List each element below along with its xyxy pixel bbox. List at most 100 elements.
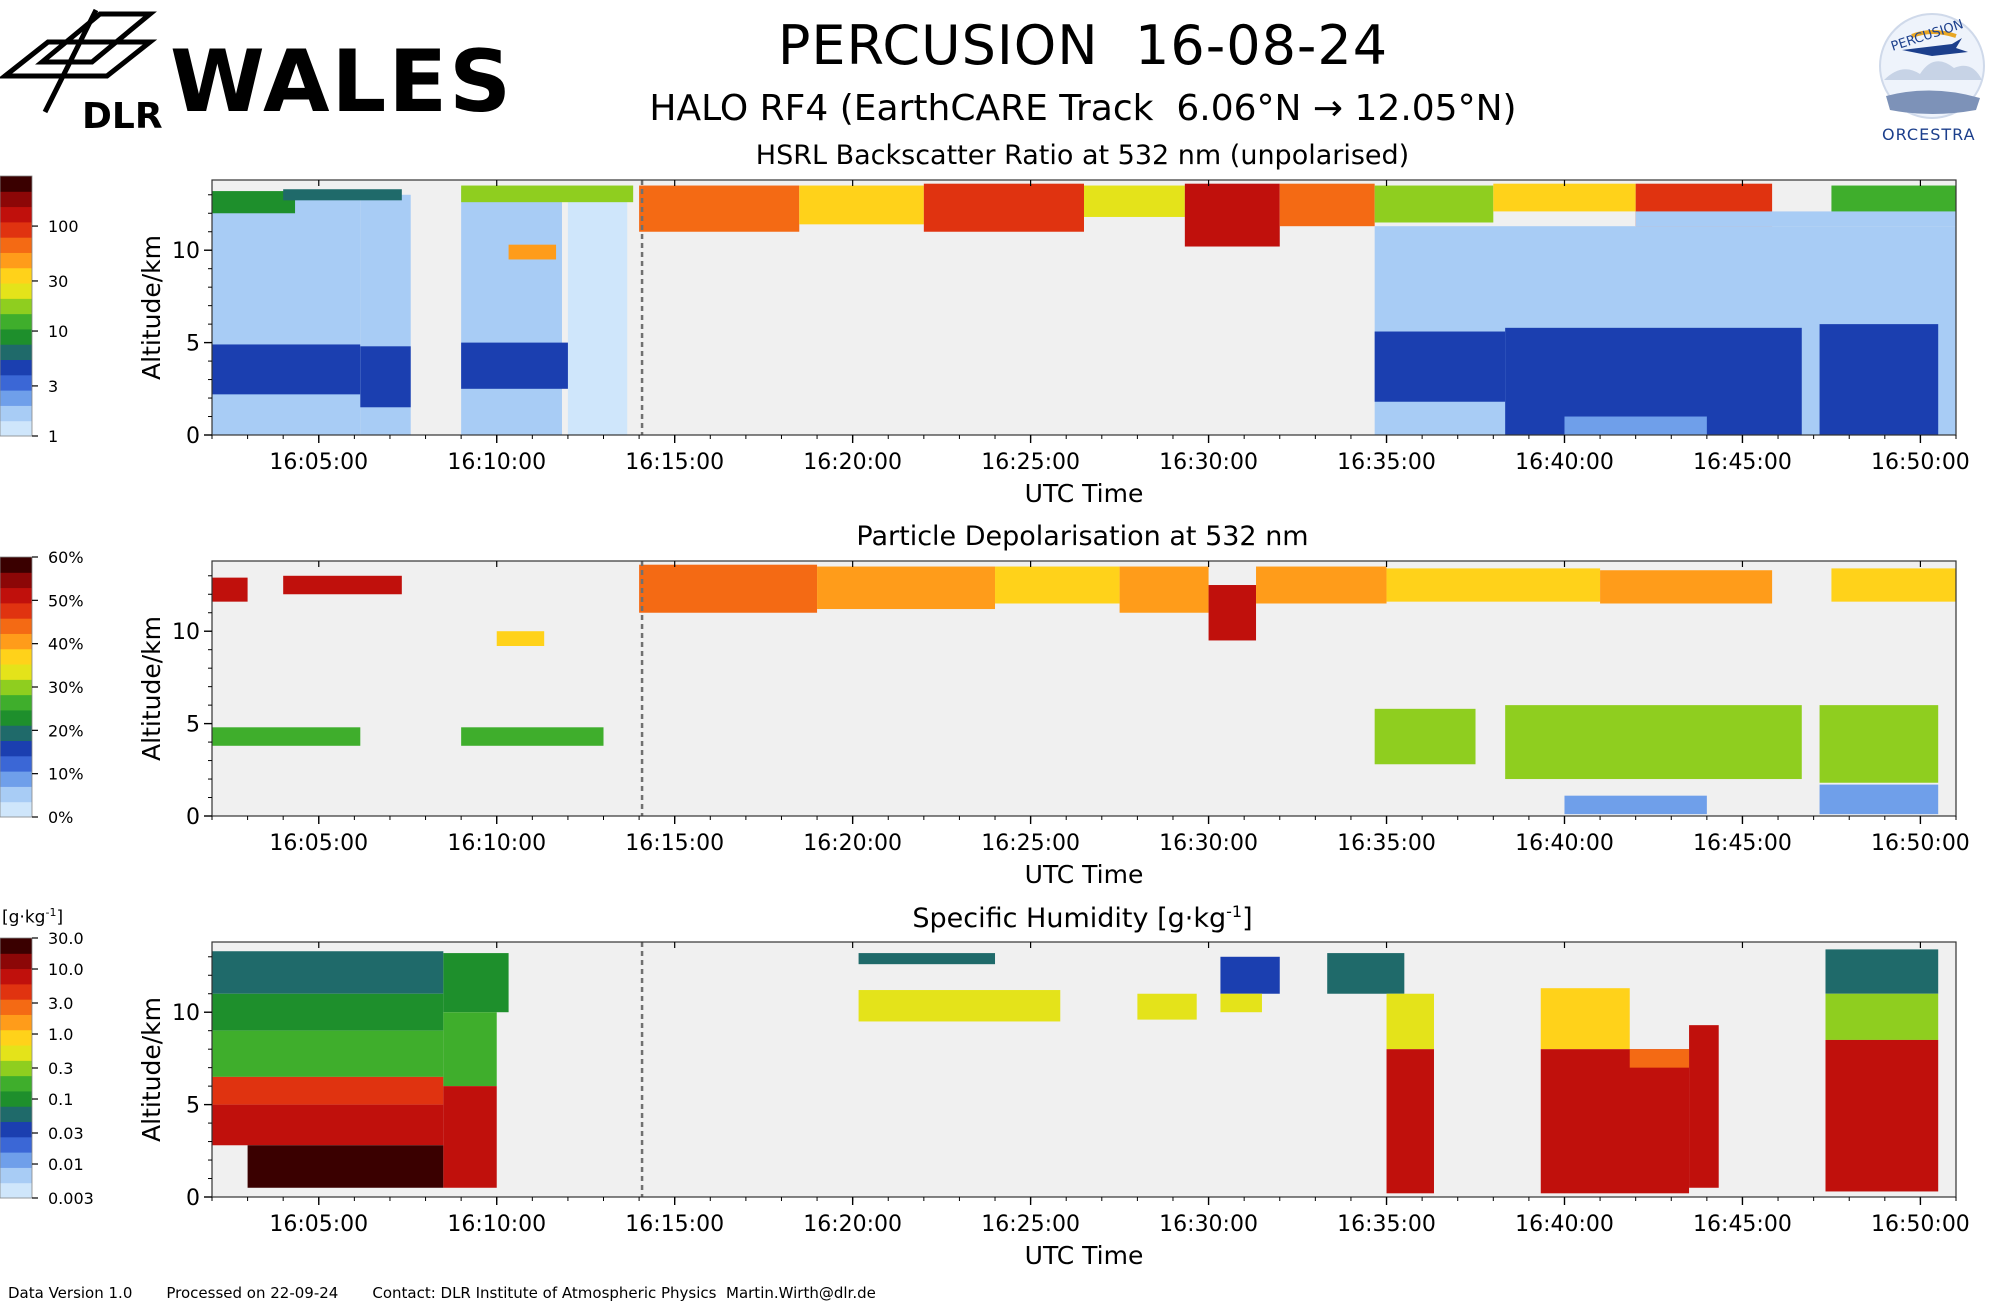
- colorbar-segment: [0, 968, 32, 985]
- page-title: PERCUSION 16-08-24: [777, 14, 1389, 77]
- colorbar-segment: [0, 283, 32, 299]
- colorbar-tick-label: 30%: [48, 678, 84, 697]
- x-tick-label: 16:50:00: [1871, 1212, 1970, 1237]
- colorbar-segment: [0, 405, 32, 422]
- data-cell: [1825, 1039, 1939, 1192]
- data-cell: [799, 185, 924, 225]
- data-cell: [1819, 705, 1939, 783]
- y-axis-label: Altitude/km: [137, 616, 166, 761]
- colorbar-tick-label: 10.0: [48, 960, 84, 979]
- colorbar-segment: [0, 359, 32, 376]
- x-tick-label: 16:05:00: [269, 831, 368, 856]
- x-tick-label: 16:40:00: [1515, 1212, 1614, 1237]
- y-tick-label: 10: [172, 620, 200, 645]
- footer: Data Version 1.0 Processed on 22-09-24 Con…: [8, 1284, 910, 1302]
- data-cell: [1184, 183, 1280, 247]
- colorbar-segment: [0, 1106, 32, 1123]
- colorbar-segment: [0, 221, 32, 238]
- x-tick-label: 16:10:00: [447, 1212, 546, 1237]
- colorbar-tick-label: 30: [48, 272, 68, 291]
- humidity-unit-text: [g·kg: [2, 907, 46, 928]
- data-cell: [212, 1076, 444, 1105]
- colorbar-segment: [0, 1075, 32, 1092]
- x-tick-label: 16:40:00: [1515, 450, 1614, 475]
- colorbar-tick-label: 1.0: [48, 1025, 73, 1044]
- data-cell: [1256, 566, 1387, 604]
- data-cell: [858, 953, 996, 965]
- data-cell: [1819, 324, 1939, 435]
- colorbar-segment: [0, 786, 32, 803]
- humidity-title-suffix: ]: [1242, 903, 1253, 934]
- data-cell: [639, 564, 818, 613]
- data-cell: [1119, 566, 1209, 613]
- data-cell: [360, 346, 411, 408]
- data-cell: [1819, 784, 1939, 815]
- depolarisation-panel: 16:05:00 16:10:00 16:15:00 16:20:00 16:25:00…: [0, 551, 1970, 889]
- colorbar-segment: [0, 602, 32, 619]
- page-subtitle: HALO RF4 (EarthCARE Track 6.06°N → 12.05…: [649, 88, 1517, 129]
- data-cell: [1386, 568, 1601, 602]
- colorbar-segment: [0, 1045, 32, 1061]
- data-cell: [1564, 416, 1707, 435]
- y-tick-label: 5: [186, 1094, 200, 1119]
- data-cell: [461, 185, 634, 203]
- x-tick-label: 16:15:00: [625, 831, 724, 856]
- footer-contact: Contact: DLR Institute of Atmospheric Ph…: [372, 1284, 876, 1302]
- colorbar-segment: [0, 755, 32, 772]
- x-tick-label: 16:35:00: [1337, 831, 1436, 856]
- colorbar-segment: [0, 1121, 32, 1138]
- data-cell: [443, 953, 509, 1013]
- x-tick-label: 16:50:00: [1871, 450, 1970, 475]
- y-axis-label: Altitude/km: [137, 997, 166, 1142]
- plot-frame: [211, 941, 1957, 1198]
- colorbar-segment: [0, 938, 32, 954]
- data-cell: [1279, 183, 1375, 227]
- wales-logo-text: WALES: [170, 32, 514, 132]
- x-tick-label: 16:25:00: [981, 831, 1080, 856]
- colorbar-segment: [0, 587, 32, 604]
- data-cell: [247, 1145, 444, 1188]
- data-cell: [496, 631, 545, 646]
- data-cell: [1137, 993, 1197, 1020]
- colorbar-tick-label: 30.0: [48, 932, 84, 948]
- data-cell: [212, 344, 361, 395]
- data-cell: [212, 727, 361, 746]
- colorbar-tick-label: 0.1: [48, 1090, 73, 1109]
- x-tick-label: 16:40:00: [1515, 831, 1614, 856]
- data-cell: [858, 990, 1061, 1022]
- colorbar-tick-label: 0.03: [48, 1124, 84, 1143]
- data-cell: [567, 187, 628, 435]
- colorbar-segment: [0, 999, 32, 1015]
- data-cell: [212, 951, 444, 994]
- colorbar-segment: [0, 1167, 32, 1184]
- x-tick-label: 16:10:00: [447, 450, 546, 475]
- x-tick-label: 16:05:00: [269, 1212, 368, 1237]
- data-cell: [1386, 1049, 1434, 1194]
- plot-title-humidity: Specific Humidity [g·kg-1]: [210, 902, 1955, 934]
- data-cell: [1540, 988, 1630, 1050]
- colorbar-segment: [0, 298, 32, 315]
- data-cell: [1825, 949, 1939, 994]
- data-cell: [1635, 211, 1956, 227]
- colorbar-segment: [0, 344, 32, 361]
- colorbar-tick-label: 0.01: [48, 1155, 84, 1174]
- x-tick-label: 16:30:00: [1159, 831, 1258, 856]
- data-cell: [461, 189, 562, 435]
- colorbar-segment: [0, 572, 32, 589]
- x-axis-label: UTC Time: [1025, 479, 1144, 508]
- colorbar-segment: [0, 679, 32, 696]
- data-cell: [639, 185, 800, 232]
- data-cell: [283, 575, 402, 595]
- x-tick-label: 16:30:00: [1159, 1212, 1258, 1237]
- x-axis-label: UTC Time: [1025, 1241, 1144, 1270]
- data-cell: [1493, 183, 1636, 212]
- colorbar-tick-label: 10: [48, 322, 68, 341]
- data-cell: [1831, 185, 1956, 214]
- y-tick-label: 0: [186, 424, 200, 449]
- y-tick-label: 5: [186, 332, 200, 357]
- y-tick-label: 0: [186, 1186, 200, 1211]
- colorbar-tick-label: 0%: [48, 808, 73, 827]
- colorbar-segment: [0, 267, 32, 284]
- colorbar-segment: [0, 1182, 32, 1199]
- data-cell: [212, 191, 296, 214]
